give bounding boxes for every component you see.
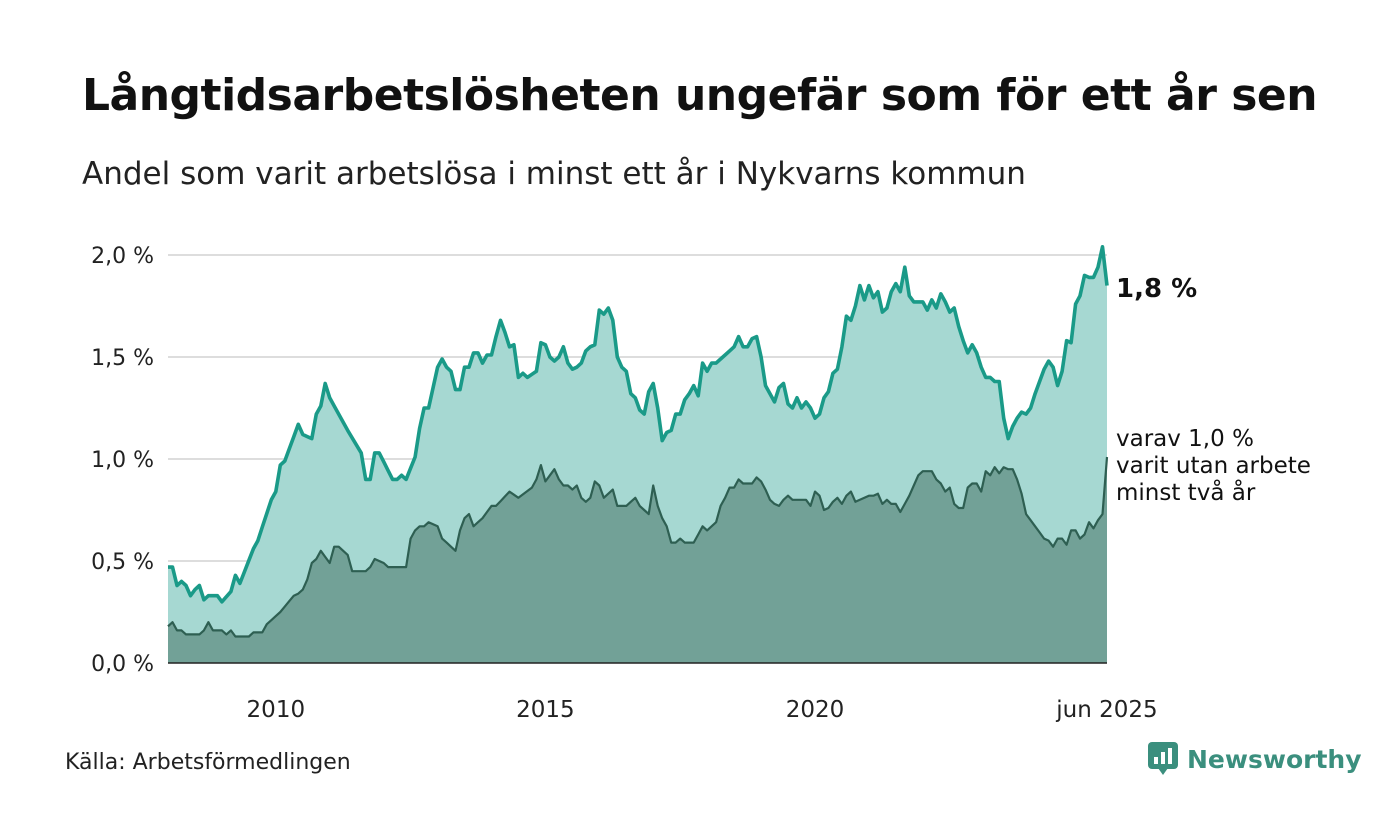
brand-logo: Newsworthy xyxy=(1148,742,1362,776)
area-two-year xyxy=(168,457,1107,663)
x-tick-label: 2015 xyxy=(516,697,575,723)
y-tick-label: 1,0 % xyxy=(91,448,154,473)
series-areas xyxy=(168,246,1107,664)
y-tick-label: 0,5 % xyxy=(91,550,154,575)
bar-chart-speech-bubble-icon xyxy=(1148,742,1178,775)
chart-subtitle: Andel som varit arbetslösa i minst ett å… xyxy=(82,156,1026,192)
y-tick-label: 2,0 % xyxy=(91,244,154,269)
line-two-year xyxy=(167,456,1109,638)
series-lines xyxy=(167,245,1109,664)
end-value-label: 1,8 % xyxy=(1116,274,1197,304)
y-tick-label: 0,0 % xyxy=(91,652,154,677)
brand-name: Newsworthy xyxy=(1187,744,1362,774)
x-tick-label: jun 2025 xyxy=(1055,697,1157,723)
x-tick-label: 2010 xyxy=(247,697,306,723)
x-tick-label: 2020 xyxy=(786,697,845,723)
source-note: Källa: Arbetsförmedlingen xyxy=(65,750,351,775)
two-year-annotation: varav 1,0 % xyxy=(1116,426,1254,452)
chart-title: Långtidsarbetslösheten ungefär som för e… xyxy=(82,70,1318,121)
y-tick-label: 1,5 % xyxy=(91,346,154,371)
two-year-annotation: varit utan arbete xyxy=(1116,453,1311,479)
line-one-year xyxy=(168,245,1109,604)
y-axis: 0,0 % 0,5 % 1,0 % 1,5 % 2,0 % xyxy=(91,244,154,677)
x-axis: 2010 2015 2020 jun 2025 xyxy=(247,697,1158,723)
two-year-annotation: minst två år xyxy=(1116,478,1256,506)
